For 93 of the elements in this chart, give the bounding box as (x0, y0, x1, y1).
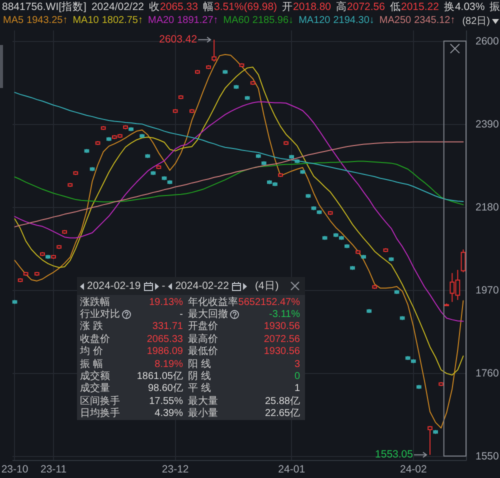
category-label: 日均换手 (80, 408, 120, 420)
category-label: 阴 线 (188, 370, 211, 382)
text: 1986.09 (146, 346, 183, 358)
text: 0 (294, 370, 300, 382)
text: 2194.30↓ (333, 14, 374, 28)
y-tick-label: 2390 (476, 118, 500, 131)
category-label: 开盘价 (188, 321, 218, 334)
annotation: 2024-02-22 (175, 280, 229, 292)
category-label: 最大回撤 (188, 308, 228, 321)
x-tick-label: 23-10 (1, 464, 28, 476)
category-label: 最大量 (188, 396, 218, 408)
category-label: 均 价 (80, 346, 103, 358)
category-label: 行业对比 (80, 308, 120, 320)
category-label: 开 (282, 1, 294, 14)
text: 2065.33 (160, 1, 198, 13)
text: 2015.22 (400, 1, 439, 13)
candlestick (460, 249, 466, 273)
text: 3.51%(69.98) (214, 1, 278, 13)
text: 1802.75↑ (102, 14, 143, 28)
category-label: 最高价 (188, 334, 218, 346)
category-label: 收盘价 (80, 334, 110, 346)
category-label: 幅 (203, 1, 214, 14)
text: 3 (294, 358, 300, 370)
text: MA120 (298, 14, 330, 28)
category-label: 成交额 (80, 370, 110, 382)
line-series (14, 54, 464, 428)
text: 2065.33 (146, 334, 183, 345)
annotation: - (162, 280, 166, 292)
text: 331.71 (152, 321, 183, 332)
text: MA60 (223, 14, 250, 28)
text: 1891.27↑ (177, 14, 218, 28)
annotation: 2024-02-19 (87, 280, 141, 292)
line-series (14, 92, 464, 202)
x-tick-label: 24-02 (400, 464, 427, 476)
text: 4.39% (154, 408, 183, 420)
text: 1861.05亿 (136, 370, 183, 382)
text: 19.13% (149, 296, 183, 308)
text: 4.03% (454, 1, 485, 13)
text: 8841756.WI[指数] (2, 1, 86, 14)
y-tick-label: 2180 (476, 202, 500, 214)
text: 1 (294, 383, 300, 394)
text: MA250 (379, 14, 412, 28)
category-label: 最低价 (188, 346, 218, 358)
text: 1930.56 (264, 346, 300, 358)
x-tick-label: 24-01 (278, 464, 306, 476)
annotation: (4日) (254, 279, 279, 293)
text: (82日) (462, 15, 490, 28)
category-label: 阳 线 (188, 358, 211, 370)
text: 2072.56 (347, 1, 385, 13)
category-label: 区间换手 (80, 396, 120, 408)
line-series (14, 141, 464, 228)
text: 25.88亿 (264, 396, 300, 407)
category-label: 涨 跌 (80, 321, 103, 334)
text: - (180, 308, 183, 320)
category-label: 成交量 (80, 383, 110, 396)
y-tick-label: 2600 (476, 36, 500, 48)
category-label: 涨跌幅 (80, 296, 110, 308)
text: MA10 (72, 14, 99, 28)
annotation: 2603.42 (159, 33, 198, 46)
text: 17.55% (149, 396, 183, 407)
line-series (14, 160, 464, 206)
text: 5652152.47% (238, 296, 300, 308)
candlestick (428, 426, 432, 456)
text: 2018.80 (293, 1, 332, 13)
annotation: 1553.05 (375, 448, 414, 461)
category-label: 高 (336, 1, 348, 14)
text: 1930.56 (264, 321, 300, 332)
text: 8.19% (154, 358, 183, 370)
y-tick-label: 1970 (476, 284, 500, 297)
category-label: 最小量 (188, 408, 218, 420)
text: 2345.12↑ (414, 14, 456, 28)
text: MA5 (3, 14, 24, 28)
category-label: 平 线 (188, 383, 211, 396)
text: 2024/02/22 (91, 1, 144, 14)
text: 2185.96↓ (252, 14, 294, 28)
category-label: 年化收益率 (188, 296, 238, 308)
category-label: 振 (490, 1, 500, 14)
text: MA20 (148, 14, 174, 28)
y-tick-label: 1550 (476, 450, 500, 463)
text: 2072.56 (264, 334, 300, 345)
x-tick-label: 23-11 (40, 464, 67, 476)
text: -3.11% (269, 308, 300, 320)
category-label: 收 (149, 1, 160, 14)
category-label: 振 幅 (80, 358, 103, 370)
x-tick-label: 23-12 (162, 464, 189, 476)
candlestick (212, 39, 217, 62)
text: 98.60亿 (148, 383, 183, 394)
text: 1943.25↑ (26, 14, 68, 28)
text: 22.65亿 (264, 408, 300, 420)
category-label: 低 (390, 1, 401, 14)
line-series (14, 101, 464, 322)
y-tick-label: 1760 (476, 368, 500, 380)
category-label: 换 (444, 1, 455, 14)
